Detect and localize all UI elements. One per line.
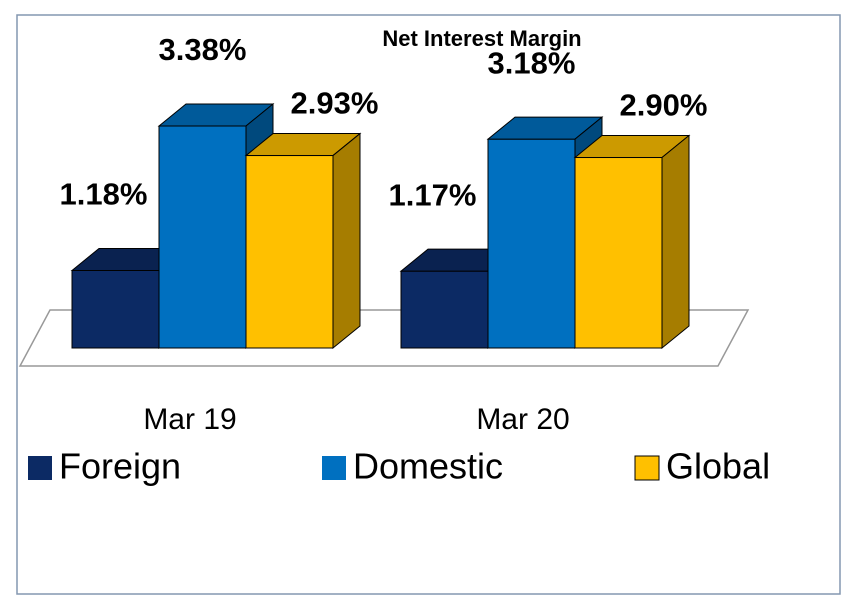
legend-label: Foreign	[59, 446, 181, 487]
bar	[158, 125, 247, 349]
legend-label: Domestic	[353, 446, 503, 487]
legend-label: Global	[666, 446, 770, 487]
value-label: 2.90%	[620, 88, 708, 123]
legend-swatch	[634, 455, 660, 481]
bar-side	[661, 134, 690, 350]
value-label: 1.17%	[389, 177, 477, 212]
value-label: 3.38%	[159, 32, 247, 67]
chart-title: Net Interest Margin	[382, 26, 581, 51]
bar	[574, 157, 663, 349]
x-tick-label: Mar 20	[476, 403, 569, 436]
value-label: 1.18%	[60, 177, 148, 212]
bar	[245, 155, 334, 349]
legend-swatch	[28, 456, 52, 480]
bar	[400, 270, 489, 349]
value-label: 3.18%	[488, 45, 576, 80]
bar	[71, 269, 160, 349]
bar	[487, 138, 576, 349]
x-tick-label: Mar 19	[143, 403, 236, 436]
legend-swatch	[322, 456, 346, 480]
bar-side	[332, 132, 361, 350]
value-label: 2.93%	[291, 86, 379, 121]
